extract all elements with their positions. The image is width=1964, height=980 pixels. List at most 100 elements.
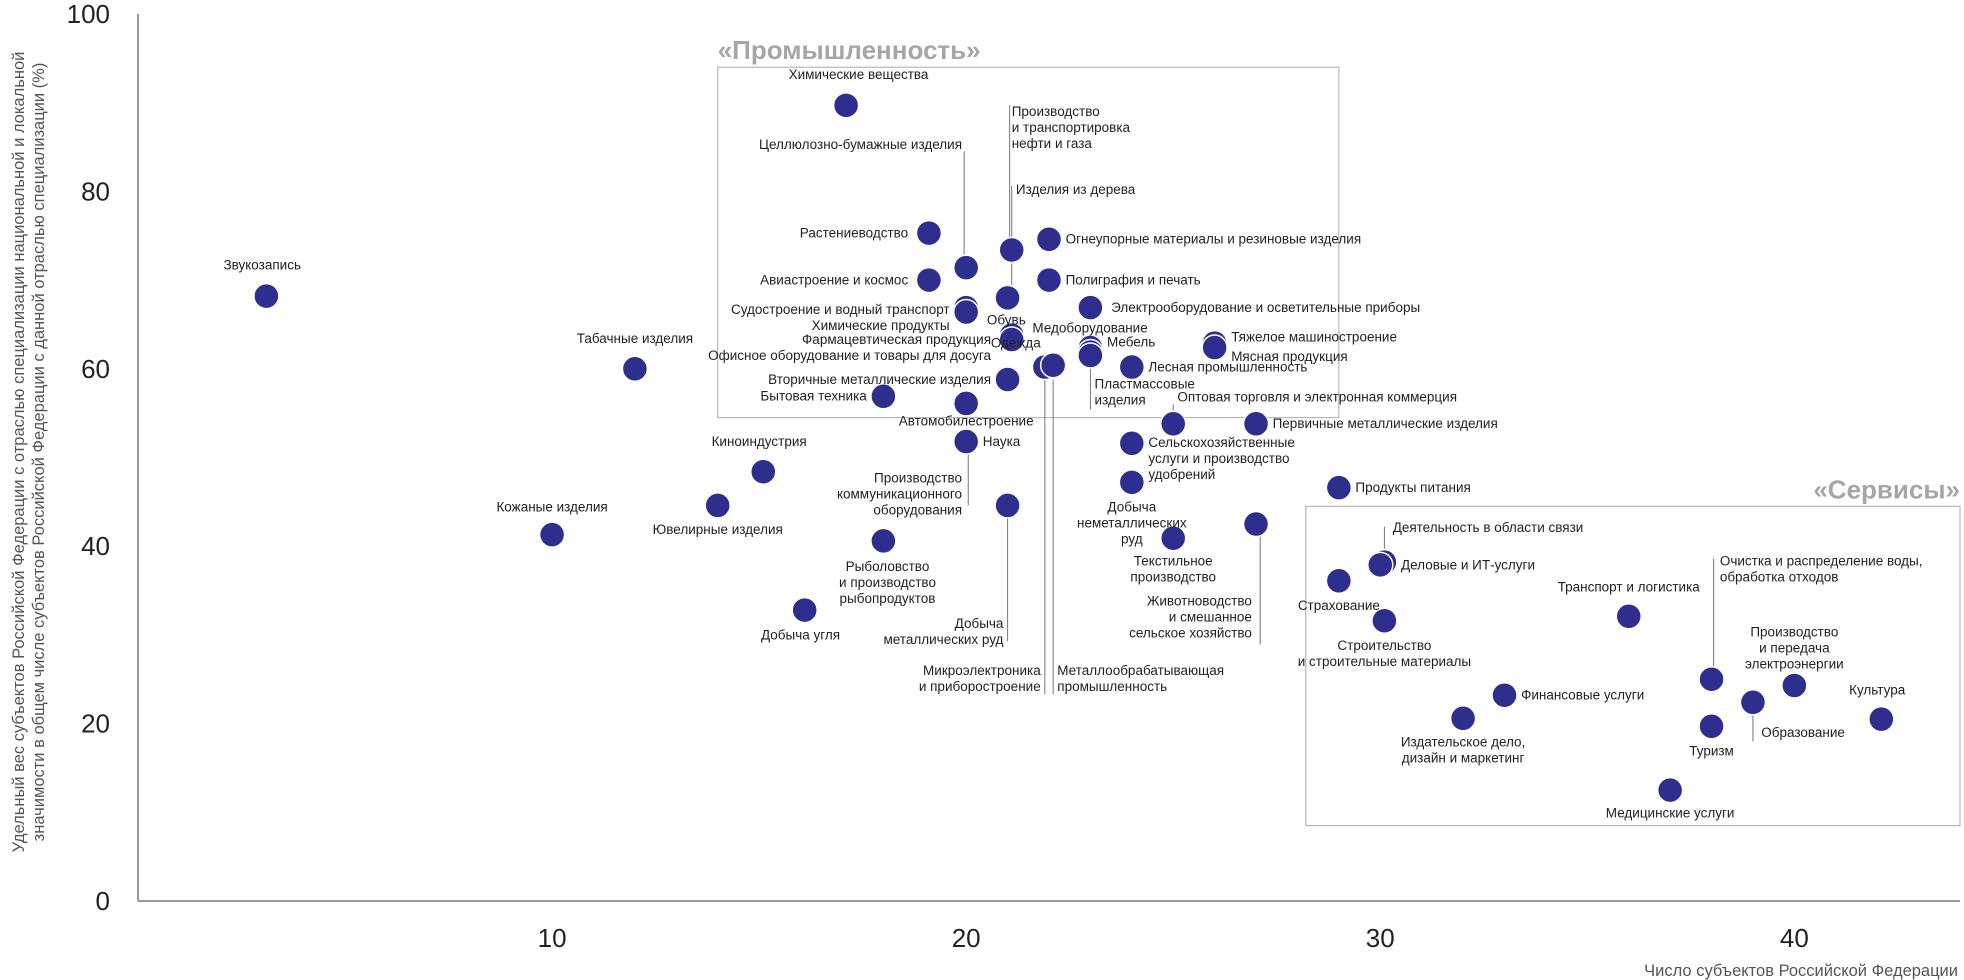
point-label-line: Добыча угля <box>761 627 840 642</box>
point-label: Судостроение и водный транспорт <box>731 302 950 317</box>
point-label-line: Текстильное <box>1134 554 1213 569</box>
point-label-line: Животноводство <box>1147 594 1252 609</box>
point-label: Медоборудование <box>1032 320 1147 335</box>
data-point <box>952 254 980 281</box>
point-label: Микроэлектроника и приборостроение <box>919 663 1041 694</box>
point-label-line: электроэнергии <box>1745 657 1844 672</box>
point-label: Продукты питания <box>1355 480 1470 495</box>
data-point <box>998 326 1025 353</box>
data-point <box>1868 705 1895 733</box>
y-tick-label: 0 <box>96 886 110 916</box>
point-label: Производство коммуникационного оборудовани… <box>837 470 962 517</box>
data-point <box>994 284 1021 312</box>
point-label-line: Звукозапись <box>223 257 301 272</box>
point-label: Производство и транспортировка нефти и газ… <box>1012 104 1131 151</box>
point-label-line: Производство <box>874 470 962 485</box>
point-label: Звукозапись <box>223 257 301 272</box>
data-point <box>1242 510 1270 538</box>
data-point <box>750 458 777 485</box>
point-label-line: Добыча <box>1107 500 1156 515</box>
data-point <box>1035 266 1063 294</box>
point-label-line: производство <box>1130 570 1216 585</box>
point-label: Рыболовство и производство рыбопродуктов <box>839 559 936 606</box>
point-label-line: Судостроение и водный транспорт <box>731 302 950 317</box>
point-label: Финансовые услуги <box>1521 688 1644 703</box>
point-label-line: Производство <box>1012 104 1100 119</box>
point-label: Пластмассовые изделия <box>1095 376 1195 407</box>
point-label: Образование <box>1761 725 1845 740</box>
point-label-line: промышленность <box>1057 679 1167 694</box>
group-title: «Сервисы» <box>1813 474 1960 504</box>
y-axis-label: Удельный вес субъектов Российской Федера… <box>10 52 48 853</box>
point-label: Ювелирные изделия <box>653 522 783 537</box>
point-label-line: Наука <box>983 434 1021 449</box>
x-tick-label: 30 <box>1366 923 1395 953</box>
point-label: Химические вещества <box>789 67 929 82</box>
data-points <box>253 92 1895 804</box>
point-label: Очистка и распределение воды, обработка о… <box>1720 554 1923 585</box>
point-label: Животноводство и смешанное сельское хозяйс… <box>1129 594 1252 641</box>
point-label-line: Очистка и распределение воды, <box>1720 554 1923 569</box>
point-label-line: и транспортировка <box>1012 120 1131 135</box>
point-label: Строительство и строительные материалы <box>1298 638 1471 669</box>
point-label-line: Медицинские услуги <box>1606 806 1735 821</box>
point-label-line: Туризм <box>1689 744 1734 759</box>
data-point <box>1118 469 1146 496</box>
data-point <box>1159 524 1187 552</box>
point-labels: Звукозапись Табачные изделия Киноиндустрия… <box>223 67 1922 821</box>
y-tick-label: 20 <box>81 709 110 739</box>
data-point <box>621 355 649 383</box>
point-label: Огнеупорные материалы и резиновые издели… <box>1066 232 1362 247</box>
point-label-line: коммуникационного <box>837 486 962 501</box>
data-point <box>1077 342 1104 369</box>
point-label-line: и приборостроение <box>919 679 1041 694</box>
group-box <box>717 66 1340 419</box>
point-label: Наука <box>983 434 1021 449</box>
x-tick-label: 20 <box>952 923 981 953</box>
point-label-line: изделия <box>1095 392 1146 407</box>
point-label-line: Первичные металлические изделия <box>1273 416 1498 431</box>
point-label-line: оборудования <box>873 502 962 517</box>
data-point <box>994 366 1021 393</box>
data-point <box>538 521 566 548</box>
data-point <box>1739 689 1767 716</box>
data-point <box>915 266 943 294</box>
data-point <box>1201 334 1228 361</box>
point-label-line: Электрооборудование и осветительные приб… <box>1111 300 1420 315</box>
data-point <box>1077 294 1104 321</box>
point-label: Тяжелое машиностроение <box>1231 329 1397 344</box>
point-label: Первичные металлические изделия <box>1273 416 1498 431</box>
point-label-line: дизайн и маркетинг <box>1402 751 1525 766</box>
point-label: Полиграфия и печать <box>1066 273 1201 288</box>
point-label: Химические продукты <box>812 318 950 333</box>
point-label-line: и производство <box>839 575 936 590</box>
point-label-line: Химические вещества <box>789 67 929 82</box>
point-label: Оптовая торговля и электронная коммерция <box>1177 390 1457 405</box>
point-label-line: металлических руд <box>883 632 1003 647</box>
data-point <box>1039 352 1067 379</box>
point-label-line: нефти и газа <box>1012 136 1093 151</box>
group-box <box>1305 505 1961 827</box>
y-tick-label: 60 <box>81 354 110 384</box>
point-label: Вторичные металлические изделия <box>768 372 991 387</box>
point-label: Обувь <box>987 312 1026 327</box>
point-label-line: Одежда <box>991 336 1041 351</box>
data-point <box>704 492 731 519</box>
point-label-line: удобрений <box>1148 467 1215 482</box>
point-label: Издательское дело, дизайн и маркетинг <box>1401 735 1526 766</box>
point-label-line: Авиастроение и космос <box>760 273 908 288</box>
group-boxes: «Промышленность» «Сервисы» <box>717 35 1961 827</box>
point-label-line: Производство <box>1750 625 1838 640</box>
point-label: Растениеводство <box>800 226 908 241</box>
data-point <box>952 298 980 326</box>
point-label: Авиастроение и космос <box>760 273 908 288</box>
point-label: Автомобилестроение <box>899 414 1034 429</box>
x-axis-label: Число субъектов Российской Федерации <box>1644 962 1958 980</box>
point-label-line: Культура <box>1849 682 1906 697</box>
data-point <box>1656 776 1684 804</box>
data-point <box>832 92 860 119</box>
point-label-line: Изделия из дерева <box>1016 182 1136 197</box>
point-label-line: Оптовая торговля и электронная коммерция <box>1177 390 1457 405</box>
point-label-line: и строительные материалы <box>1298 654 1471 669</box>
point-label-line: Мясная продукция <box>1231 349 1347 364</box>
